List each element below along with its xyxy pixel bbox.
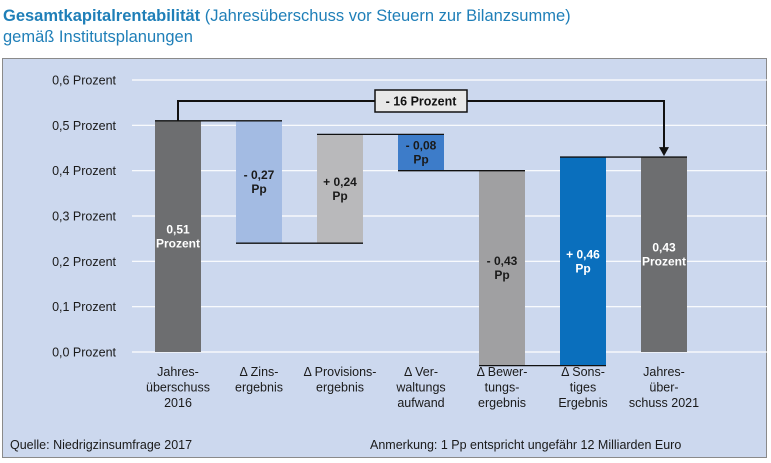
title-rest: (Jahresüberschuss vor Steuern zur Bilanz… — [200, 7, 571, 25]
bar-value-label: Pp — [575, 261, 590, 275]
category-label: Δ Zins- — [240, 365, 279, 379]
y-tick-label: 0,6 Prozent — [52, 74, 116, 88]
bar-value-label: Pp — [413, 153, 428, 167]
bar — [236, 120, 282, 244]
footnote: Anmerkung: 1 Pp entspricht ungefähr 12 M… — [370, 438, 682, 452]
category-label: Δ Sons- — [561, 365, 605, 379]
category-label: ergebnis — [235, 381, 283, 395]
bar — [398, 134, 444, 171]
category-label: über- — [649, 381, 678, 395]
bar — [317, 134, 363, 244]
y-tick-label: 0,3 Prozent — [52, 210, 116, 224]
category-label: Jahres- — [157, 365, 199, 379]
category-label: tiges — [570, 381, 596, 395]
category-label: Δ Provisions- — [304, 365, 377, 379]
category-label: Jahres- — [643, 365, 685, 379]
bracket-arrowhead — [659, 147, 669, 157]
chart-frame — [2, 58, 767, 458]
category-label: ergebnis — [316, 381, 364, 395]
category-label: ergebnis — [478, 396, 526, 410]
bar — [479, 170, 525, 366]
bar-value-label: 0,51 — [166, 222, 190, 236]
category-label: Δ Ver- — [404, 365, 438, 379]
category-label: waltungs — [395, 381, 445, 395]
bar-value-label: - 0,43 — [487, 254, 518, 268]
bar-value-label: + 0,24 — [323, 175, 357, 189]
bar-value-label: 0,43 — [652, 241, 676, 255]
title-bold: Gesamtkapitalrentabilität — [3, 7, 201, 25]
bar-value-label: Pp — [494, 268, 509, 282]
y-tick-label: 0,5 Prozent — [52, 119, 116, 133]
y-tick-label: 0,4 Prozent — [52, 164, 116, 178]
category-label: überschuss — [146, 381, 210, 395]
bar-value-label: - 0,27 — [244, 168, 275, 182]
annotation-box — [374, 89, 468, 113]
bar-value-label: Prozent — [156, 236, 200, 250]
bar-value-label: Pp — [251, 182, 266, 196]
category-label: Ergebnis — [558, 396, 607, 410]
bar-value-label: - 0,08 — [406, 139, 437, 153]
category-label: aufwand — [397, 396, 444, 410]
chart-subtitle: gemäß Institutsplanungen — [3, 28, 193, 46]
bar-value-label: Prozent — [642, 255, 686, 269]
source-note: Quelle: Niedrigzinsumfrage 2017 — [10, 438, 193, 452]
y-tick-label: 0,1 Prozent — [52, 300, 116, 314]
annotation-label: - 16 Prozent — [386, 95, 458, 109]
bar — [155, 120, 201, 352]
bar-value-label: Pp — [332, 189, 347, 203]
y-tick-label: 0,0 Prozent — [52, 346, 116, 360]
category-label: Δ Bewer- — [477, 365, 528, 379]
bar — [560, 157, 606, 366]
bar-value-label: + 0,46 — [566, 247, 600, 261]
bar — [641, 157, 687, 352]
chart-title: Gesamtkapitalrentabilität (Jahresübersch… — [3, 6, 763, 48]
category-label: schuss 2021 — [629, 396, 699, 410]
category-label: 2016 — [164, 396, 192, 410]
y-tick-label: 0,2 Prozent — [52, 255, 116, 269]
category-label: tungs- — [485, 381, 520, 395]
